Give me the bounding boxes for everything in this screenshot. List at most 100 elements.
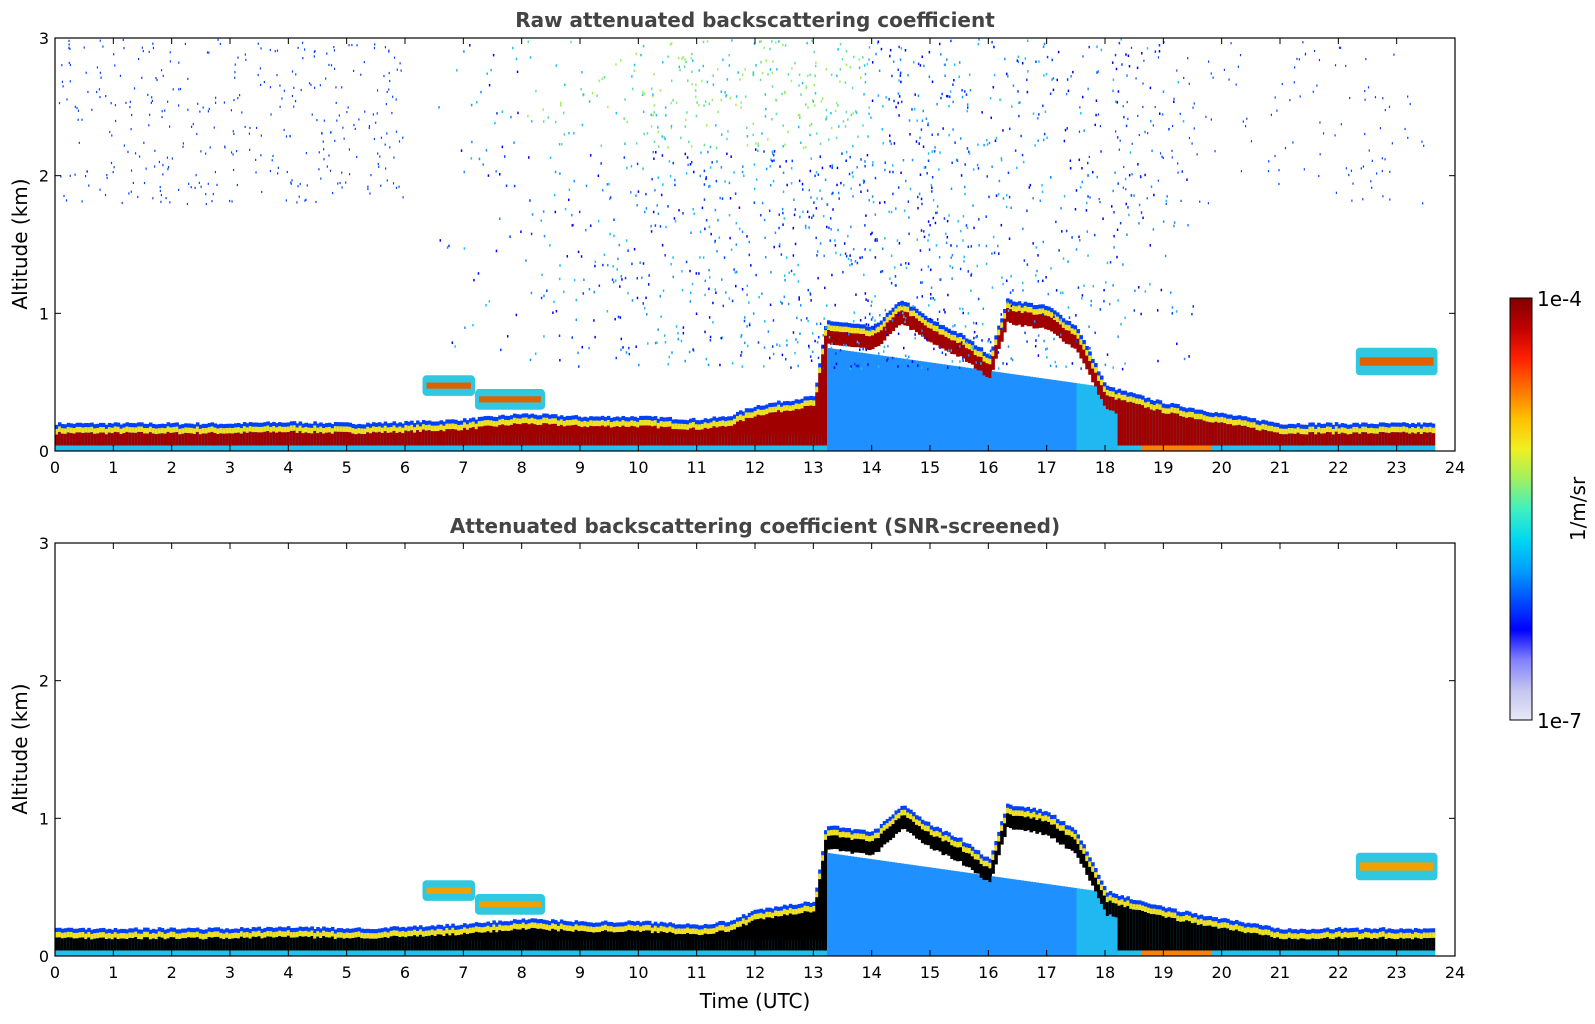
noise-speckle xyxy=(286,135,287,137)
noise-speckle xyxy=(815,237,817,240)
noise-speckle xyxy=(969,152,971,155)
noise-speckle xyxy=(627,249,629,252)
noise-speckle xyxy=(766,168,768,171)
noise-speckle xyxy=(1334,134,1335,136)
noise-speckle xyxy=(716,180,718,183)
noise-speckle xyxy=(154,165,155,167)
noise-speckle xyxy=(1066,127,1068,130)
noise-speckle xyxy=(1130,151,1132,154)
noise-speckle xyxy=(826,304,828,307)
noise-speckle xyxy=(959,307,961,310)
noise-speckle xyxy=(715,124,717,127)
noise-speckle xyxy=(323,141,324,143)
noise-speckle xyxy=(905,262,907,265)
noise-speckle xyxy=(471,157,473,160)
noise-speckle xyxy=(856,365,858,368)
noise-speckle xyxy=(819,189,821,192)
noise-speckle xyxy=(889,140,891,143)
noise-speckle xyxy=(684,58,686,61)
noise-speckle xyxy=(360,74,361,76)
noise-speckle xyxy=(912,159,914,162)
noise-speckle xyxy=(831,347,833,350)
noise-speckle xyxy=(847,235,849,238)
noise-speckle xyxy=(1142,106,1143,108)
noise-speckle xyxy=(1056,365,1058,368)
noise-speckle xyxy=(334,140,335,142)
noise-speckle xyxy=(1026,79,1028,82)
noise-speckle xyxy=(205,193,206,195)
noise-speckle xyxy=(656,341,658,344)
noise-speckle xyxy=(805,85,807,88)
noise-speckle xyxy=(438,106,440,109)
noise-speckle xyxy=(1285,147,1286,149)
snr-screened-panel: Attenuated backscattering coefficient (S… xyxy=(8,514,1465,1013)
noise-speckle xyxy=(986,175,988,178)
x-tick-label: 23 xyxy=(1386,458,1406,477)
noise-speckle xyxy=(1389,171,1390,173)
noise-speckle xyxy=(237,97,238,99)
noise-speckle xyxy=(844,242,846,245)
noise-speckle xyxy=(921,198,923,201)
noise-speckle xyxy=(1035,274,1037,277)
noise-speckle xyxy=(963,260,965,263)
noise-speckle xyxy=(79,142,80,144)
noise-speckle xyxy=(131,114,132,116)
noise-speckle xyxy=(577,352,579,355)
noise-speckle xyxy=(933,217,935,220)
noise-speckle xyxy=(1352,183,1353,185)
noise-speckle xyxy=(845,81,847,84)
noise-speckle xyxy=(895,106,897,109)
noise-speckle xyxy=(716,250,718,253)
noise-speckle xyxy=(836,137,838,140)
noise-speckle xyxy=(1011,305,1013,308)
noise-speckle xyxy=(1096,176,1098,179)
noise-speckle xyxy=(272,159,273,161)
noise-speckle xyxy=(690,300,692,303)
noise-speckle xyxy=(721,278,723,281)
noise-speckle xyxy=(1056,289,1058,292)
noise-speckle xyxy=(733,171,735,174)
noise-speckle xyxy=(981,339,983,342)
noise-speckle xyxy=(1061,230,1063,233)
noise-speckle xyxy=(820,242,822,245)
noise-speckle xyxy=(793,273,795,276)
noise-speckle xyxy=(878,40,880,43)
noise-speckle xyxy=(1001,313,1003,316)
noise-speckle xyxy=(105,194,106,196)
noise-speckle xyxy=(1129,65,1131,68)
noise-speckle xyxy=(868,113,870,116)
noise-speckle xyxy=(657,126,659,128)
noise-speckle xyxy=(1046,137,1048,140)
noise-speckle xyxy=(946,242,948,245)
noise-speckle xyxy=(963,256,965,259)
noise-speckle xyxy=(1008,345,1010,348)
noise-speckle xyxy=(320,84,321,86)
noise-speckle xyxy=(394,57,395,59)
noise-speckle xyxy=(662,244,664,247)
noise-speckle xyxy=(827,326,829,329)
noise-speckle xyxy=(1176,69,1177,71)
noise-speckle xyxy=(820,155,822,158)
noise-speckle xyxy=(387,91,388,93)
noise-speckle xyxy=(950,256,952,259)
noise-speckle xyxy=(696,101,698,104)
noise-speckle xyxy=(161,69,162,71)
noise-speckle xyxy=(785,44,787,47)
noise-speckle xyxy=(488,174,490,177)
noise-speckle xyxy=(68,47,69,49)
noise-speckle xyxy=(59,102,60,104)
noise-speckle xyxy=(1071,236,1073,239)
noise-speckle xyxy=(1131,194,1133,197)
noise-speckle xyxy=(239,94,240,96)
noise-speckle xyxy=(1191,313,1193,316)
noise-speckle xyxy=(693,171,695,174)
noise-speckle xyxy=(912,305,914,308)
noise-speckle xyxy=(82,200,83,202)
noise-speckle xyxy=(389,80,390,82)
noise-speckle xyxy=(549,244,551,247)
noise-speckle xyxy=(334,49,335,51)
noise-speckle xyxy=(1011,105,1013,108)
noise-speckle xyxy=(1065,365,1067,368)
noise-speckle xyxy=(970,289,972,292)
noise-speckle xyxy=(396,98,397,100)
